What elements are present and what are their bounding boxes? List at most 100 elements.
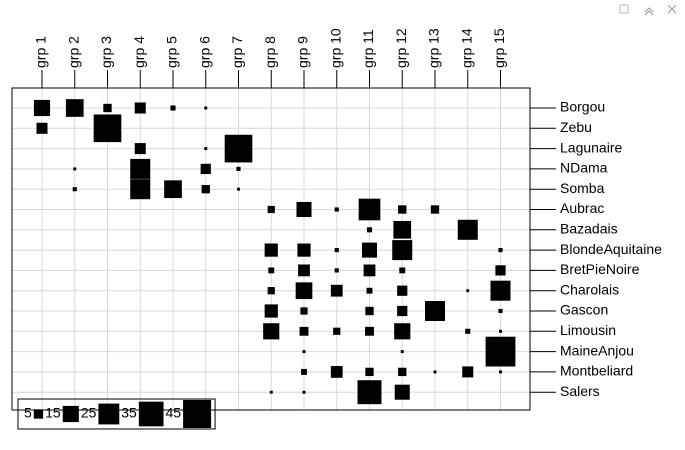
cell-square (130, 179, 151, 200)
column-label: grp 1 (33, 36, 49, 68)
legend-label: 5 (24, 405, 32, 421)
cell-square (399, 267, 406, 274)
row-label: Somba (560, 180, 605, 196)
row-label: BretPieNoire (560, 261, 640, 277)
cell-square (295, 282, 313, 300)
cell-square (462, 366, 474, 378)
cell-square (302, 350, 306, 354)
cell-square (425, 301, 445, 321)
cell-square (224, 134, 253, 163)
column-label: grp 13 (426, 28, 442, 68)
column-label: grp 2 (65, 36, 81, 68)
restore-icon[interactable] (619, 4, 629, 14)
cell-square (466, 289, 470, 293)
cell-square (33, 99, 51, 117)
cell-square (93, 114, 122, 143)
cell-square (393, 220, 412, 239)
legend-label: 35 (121, 405, 137, 421)
cell-square (392, 240, 413, 261)
column-label: grp 4 (131, 36, 147, 68)
row-label: Salers (560, 383, 600, 399)
window-controls (619, 4, 677, 16)
cell-square (267, 205, 275, 214)
cell-square (357, 380, 382, 405)
cell-square (299, 326, 309, 336)
cell-square (268, 267, 275, 274)
cell-square (134, 143, 146, 155)
cell-square (394, 384, 410, 400)
legend-label: 45 (166, 405, 182, 421)
cell-square (264, 304, 278, 318)
cell-square (330, 366, 343, 378)
column-label: grp 8 (262, 36, 278, 68)
cell-square (263, 323, 280, 340)
cell-square (365, 326, 374, 336)
cell-square (333, 327, 341, 335)
row-label: Aubrac (560, 200, 604, 216)
cell-square (361, 242, 378, 258)
legend-label: 15 (45, 405, 61, 421)
cell-square (296, 201, 312, 218)
row-label: Lagunaire (560, 139, 622, 155)
cell-square (204, 147, 208, 151)
legend-square (138, 401, 164, 427)
cell-square (204, 106, 208, 110)
column-label: grp 15 (491, 28, 507, 68)
cell-square (264, 243, 278, 257)
legend-square (62, 405, 79, 423)
column-label: grp 6 (196, 36, 212, 68)
cell-square (200, 163, 211, 175)
cell-square (170, 105, 176, 111)
column-label: grp 9 (295, 36, 311, 68)
cell-square (134, 102, 146, 114)
cell-square (498, 308, 503, 314)
cell-square (201, 185, 210, 194)
cell-square (298, 264, 310, 277)
row-label: Limousin (560, 322, 616, 338)
cell-square (365, 367, 374, 377)
cell-square (433, 370, 437, 374)
cell-square (398, 367, 407, 377)
cell-square (358, 198, 381, 221)
cell-square (65, 99, 84, 117)
cell-square (495, 265, 506, 276)
cell-square (499, 329, 502, 333)
cell-square (490, 280, 511, 301)
legend-square (98, 403, 120, 425)
legend: 5 15 25 35 45 (17, 398, 216, 430)
cell-square (397, 305, 408, 317)
cell-square (72, 187, 77, 192)
cell-square (398, 205, 407, 214)
row-label: Bazadais (560, 221, 618, 237)
cell-square (334, 268, 339, 273)
cell-square (302, 390, 306, 394)
column-label: grp 3 (98, 36, 114, 68)
legend-label: 25 (81, 405, 97, 421)
cell-square (73, 167, 77, 171)
column-label: grp 5 (164, 36, 180, 68)
cell-square (269, 390, 273, 394)
cell-square (130, 158, 151, 179)
cell-square (300, 307, 308, 315)
cell-square (397, 285, 408, 296)
cell-square (237, 187, 240, 191)
row-label: Gascon (560, 302, 608, 318)
cell-square (485, 336, 516, 367)
cell-square (334, 207, 339, 212)
cell-square (297, 243, 311, 257)
cell-square (366, 287, 373, 294)
cell-square (236, 166, 241, 171)
cell-square (330, 284, 343, 297)
cell-square (394, 323, 411, 340)
collapse-icon[interactable] (644, 7, 654, 16)
close-icon[interactable] (667, 4, 677, 14)
legend-square (183, 400, 212, 428)
cell-square (457, 219, 478, 240)
cell-square (301, 368, 307, 375)
column-label: grp 7 (229, 36, 245, 68)
row-label: MaineAnjou (560, 342, 634, 358)
legend-square (33, 409, 44, 419)
row-label: NDama (560, 160, 608, 176)
row-label: Montbeliard (560, 363, 633, 379)
